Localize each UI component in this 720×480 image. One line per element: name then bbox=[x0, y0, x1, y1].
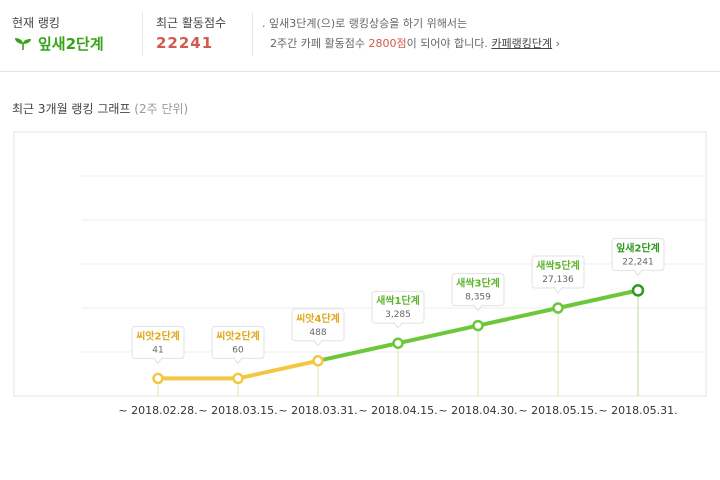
data-label-value: 488 bbox=[309, 328, 326, 338]
x-tick-label: ~ 2018.03.31. bbox=[278, 404, 357, 417]
sprout-icon bbox=[15, 37, 31, 50]
line-segment bbox=[396, 323, 480, 346]
x-tick-label: ~ 2018.02.28. bbox=[118, 404, 197, 417]
data-label-bubble: 새싹5단계 27,136 bbox=[531, 255, 585, 294]
data-point bbox=[312, 355, 324, 367]
current-rank-text: 잎새2단계 bbox=[38, 35, 104, 53]
data-label-bubble: 씨앗2단계 41 bbox=[131, 325, 185, 365]
data-label-stage: 새싹5단계 bbox=[536, 259, 580, 272]
data-point bbox=[552, 302, 564, 314]
chart-title-sub: (2주 단위) bbox=[134, 102, 189, 116]
data-label-value: 22,241 bbox=[622, 257, 654, 267]
divider bbox=[142, 12, 143, 56]
x-tick-label: ~ 2018.03.15. bbox=[198, 404, 277, 417]
x-tick-label: ~ 2018.05.15. bbox=[518, 404, 597, 417]
data-label-stage: 새싹3단계 bbox=[456, 277, 500, 290]
requirement-text-mid: 이 되어야 합니다. bbox=[406, 37, 488, 50]
x-tick-label: ~ 2018.05.31. bbox=[598, 404, 677, 417]
required-points: 2800점 bbox=[368, 37, 407, 50]
cafe-ranking-link[interactable]: 카페랭킹단계 bbox=[491, 37, 553, 50]
data-label-value: 8,359 bbox=[465, 293, 491, 303]
data-label-stage: 씨앗2단계 bbox=[216, 329, 260, 342]
x-tick-label: ~ 2018.04.30. bbox=[438, 404, 517, 417]
line-segment bbox=[556, 288, 640, 310]
data-points bbox=[152, 284, 645, 385]
x-axis: ~ 2018.02.28. ~ 2018.03.15. ~ 2018.03.31. ~… bbox=[118, 404, 677, 417]
current-rank-label: 현재 랭킹 bbox=[12, 16, 60, 30]
rank-up-notice: . 잎새3단계(으)로 랭킹상승을 하기 위해서는 bbox=[262, 17, 468, 30]
data-label-stage: 씨앗4단계 bbox=[296, 312, 340, 325]
data-label-bubble: 잎새2단계 22,241 bbox=[611, 237, 665, 277]
rank-up-requirement: 2주간 카페 활동점수 2800점이 되어야 합니다. 카페랭킹단계 › bbox=[270, 35, 560, 51]
data-label-bubble: 새싹3단계 8,359 bbox=[451, 273, 505, 312]
chart-title: 최근 3개월 랭킹 그래프 (2주 단위) bbox=[12, 100, 188, 117]
data-label-bubble: 씨앗2단계 60 bbox=[211, 325, 265, 365]
data-point bbox=[472, 319, 484, 332]
recent-score-label: 최근 활동점수 bbox=[156, 16, 227, 30]
data-point bbox=[631, 284, 645, 297]
grid bbox=[13, 131, 707, 397]
data-label-value: 27,136 bbox=[542, 275, 574, 285]
data-label-bubble: 새싹1단계 3,285 bbox=[371, 290, 425, 330]
line-segment bbox=[476, 306, 560, 328]
data-label-stage: 잎새2단계 bbox=[616, 241, 660, 254]
data-label-stage: 새싹1단계 bbox=[376, 294, 420, 307]
x-tick-label: ~ 2018.04.15. bbox=[358, 404, 437, 417]
data-point bbox=[392, 337, 404, 349]
data-label-value: 60 bbox=[232, 345, 244, 355]
data-labels: 씨앗2단계 41 씨앗2단계 60 씨앗4단계 488 새싹1단계 3,285 새싹3단계 8,3… bbox=[131, 237, 665, 365]
current-rank-value: 잎새2단계 bbox=[14, 33, 104, 54]
requirement-text-pre: 2주간 카페 활동점수 bbox=[270, 37, 365, 50]
data-label-value: 3,285 bbox=[385, 310, 411, 320]
data-point bbox=[152, 372, 164, 385]
rank-line bbox=[156, 288, 640, 381]
chart-title-main: 최근 3개월 랭킹 그래프 bbox=[12, 102, 131, 116]
data-label-stage: 씨앗2단계 bbox=[136, 329, 180, 342]
data-point bbox=[232, 372, 244, 385]
line-segment bbox=[236, 358, 320, 381]
link-arrow-icon: › bbox=[555, 37, 561, 50]
data-label-value: 41 bbox=[152, 345, 163, 355]
line-segment bbox=[316, 341, 400, 363]
ranking-summary: 현재 랭킹 잎새2단계 최근 활동점수 22241 . 잎새3단계(으)로 랭킹… bbox=[0, 0, 720, 72]
recent-score-value: 22241 bbox=[156, 34, 214, 52]
divider bbox=[252, 12, 253, 56]
data-label-bubble: 씨앗4단계 488 bbox=[291, 308, 345, 347]
